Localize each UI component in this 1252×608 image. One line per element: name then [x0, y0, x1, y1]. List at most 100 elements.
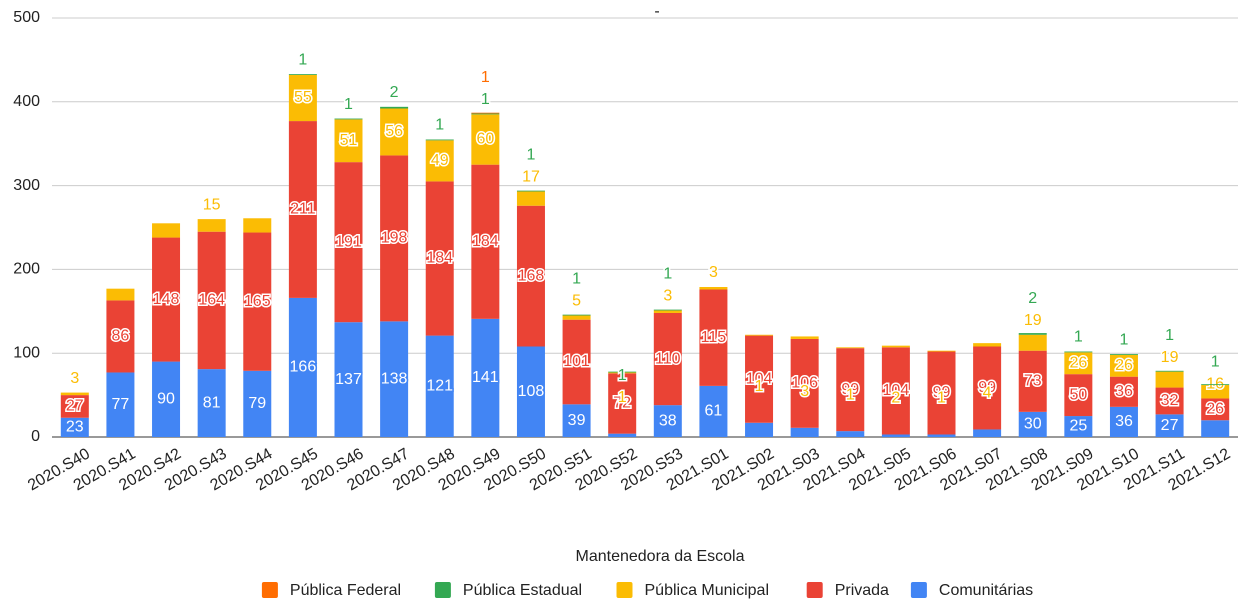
legend-swatch	[806, 582, 823, 598]
bar-segment	[881, 345, 910, 348]
data-label: 1	[435, 117, 444, 134]
bar-segment	[60, 417, 89, 437]
bar-segment	[881, 347, 910, 435]
bar-segment	[425, 139, 454, 141]
data-label: 38	[659, 412, 677, 429]
legend-label: Comunitárias	[939, 582, 1033, 599]
bar-segment	[243, 370, 272, 437]
data-label: 164	[198, 292, 225, 309]
bar-segment	[1155, 370, 1184, 372]
bar-segment	[699, 385, 728, 437]
legend-swatch	[910, 582, 927, 598]
bar-segment	[425, 181, 454, 336]
bar-segment	[1201, 384, 1230, 386]
bar-segment	[699, 289, 728, 386]
bar-segment	[288, 74, 317, 75]
bar-segment	[927, 434, 956, 437]
bar-segment	[927, 351, 956, 435]
bar-segment	[608, 433, 637, 437]
data-label: 104	[746, 370, 773, 387]
data-label: 51	[340, 132, 358, 149]
bar-segment	[1064, 352, 1093, 375]
bar-segment	[471, 164, 500, 319]
data-label: 27	[66, 398, 84, 415]
data-label: 191	[335, 233, 362, 250]
bar-segment	[1109, 354, 1138, 377]
bar-segment	[152, 223, 181, 238]
bar-segment	[653, 405, 682, 437]
bar-segment	[653, 312, 682, 406]
data-label: 23	[66, 419, 84, 436]
data-label: 104	[883, 382, 910, 399]
data-label: 55	[294, 89, 312, 106]
bar-segment	[608, 372, 637, 374]
bar-segment	[106, 372, 135, 437]
data-label: 148	[153, 291, 180, 308]
data-label: 1	[481, 69, 490, 86]
legend-label: Privada	[835, 582, 889, 599]
bar-segment	[471, 113, 500, 115]
data-label: 1	[572, 271, 581, 288]
data-label: 3	[709, 264, 718, 281]
bar-segment	[1018, 350, 1047, 412]
data-label: 36	[1115, 413, 1133, 430]
data-label: 72	[613, 395, 631, 412]
data-label: 15	[203, 196, 221, 213]
data-label: 1	[846, 386, 855, 403]
data-label: 1	[618, 389, 627, 406]
y-tick-label: 500	[13, 9, 40, 26]
bar-segment	[1155, 371, 1184, 388]
data-label: 79	[248, 395, 266, 412]
bar-segment	[516, 190, 545, 192]
bar-segment	[1155, 387, 1184, 415]
data-label: 115	[701, 329, 727, 346]
data-label: 19	[1024, 312, 1042, 329]
bar-segment	[562, 315, 591, 320]
bar-segment	[1064, 374, 1093, 417]
bar-segment	[562, 314, 591, 316]
data-label: 50	[1069, 386, 1087, 403]
data-label: 3	[800, 383, 809, 400]
y-tick-label: 300	[13, 177, 40, 194]
data-label: 168	[518, 267, 545, 284]
bar-segment	[1064, 416, 1093, 437]
bar-segment	[836, 347, 865, 349]
data-label: 60	[476, 131, 494, 148]
bar-segment	[471, 112, 500, 114]
bar-segment	[973, 429, 1002, 437]
data-label: 1	[663, 266, 672, 283]
bar-segment	[927, 350, 956, 352]
data-label: 3	[663, 288, 672, 305]
y-tick-label: 100	[13, 344, 40, 361]
data-label: 1	[344, 96, 353, 113]
data-label: 1	[527, 147, 536, 164]
data-label: 99	[933, 384, 951, 401]
data-label: 138	[381, 370, 408, 387]
data-label: 26	[1069, 354, 1087, 371]
bar-segment	[380, 321, 409, 437]
data-label: 166	[290, 359, 317, 376]
bar-segment	[1018, 334, 1047, 351]
data-label: 1	[1074, 329, 1083, 346]
bar-segment	[790, 338, 819, 428]
legend-label: Pública Federal	[290, 582, 401, 599]
data-label: 1	[1120, 331, 1129, 348]
data-label: 77	[112, 396, 130, 413]
data-label: 27	[1161, 417, 1179, 434]
bar-segment	[425, 335, 454, 437]
data-label: 121	[426, 378, 453, 395]
bar-segment	[608, 371, 637, 373]
bar-segment	[1201, 398, 1230, 421]
data-label: 184	[426, 250, 453, 267]
data-label: 56	[385, 123, 403, 140]
bar-segment	[745, 335, 774, 423]
bar-segment	[881, 434, 910, 437]
bar-segment	[380, 106, 409, 109]
bar-segment	[1109, 354, 1138, 355]
data-label: 211	[290, 201, 316, 218]
bar-segment	[60, 392, 89, 396]
bar-segment	[425, 140, 454, 182]
data-label: 90	[157, 391, 175, 408]
data-label: 32	[1161, 392, 1179, 409]
data-label: 1	[1165, 327, 1174, 344]
